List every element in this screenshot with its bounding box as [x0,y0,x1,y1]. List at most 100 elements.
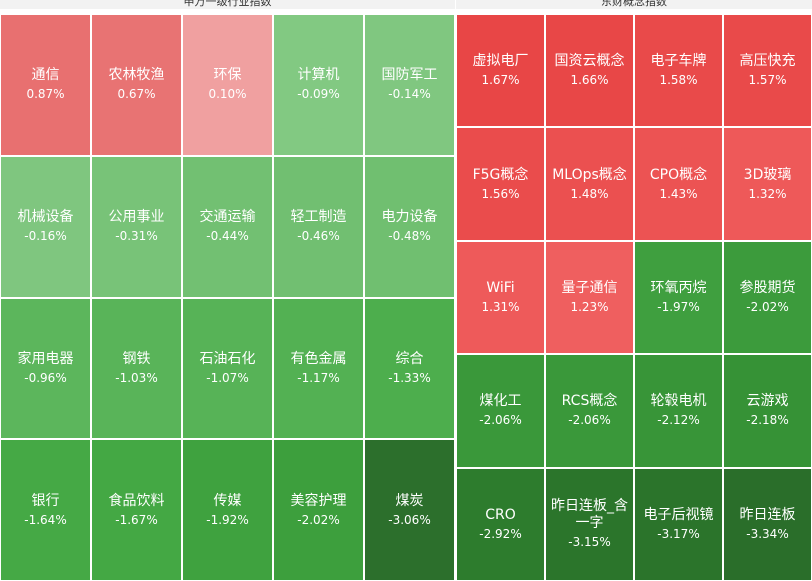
tile-label: 煤炭 [395,492,424,509]
tile-label: 电力设备 [381,209,438,226]
tile-value: -1.33% [388,370,431,385]
tile-label: 机械设备 [17,209,74,226]
tile-label: 交通运输 [199,209,256,226]
heatmap-tile: 云游戏 -2.18% [723,354,812,468]
heatmap-tile: 交通运输 -0.44% [182,155,273,298]
panel-title: 申万一级行业指数 [0,0,455,9]
tile-value: -2.18% [746,413,789,428]
heatmap-tile: 通信 0.87% [0,14,91,156]
tile-value: 1.67% [481,73,520,88]
tile-label: 昨日连板 [739,506,796,523]
heatmap-tile: 量子通信 1.23% [545,240,634,355]
tile-value: -3.17% [657,526,700,541]
tile-value: -0.31% [115,229,158,244]
tile-label: WiFi [486,279,515,296]
tile-label: 高压快充 [739,53,796,70]
panel: 东财概念指数 虚拟电厂 1.67% 国资云概念 1.66% 电子车牌 1.58% 高压快充 1… [456,0,812,581]
tile-value: -1.97% [657,299,700,314]
heatmap-tile: 钢铁 -1.03% [91,297,182,440]
heatmap-tile: CRO -2.92% [456,467,545,581]
tile-label: 钢铁 [122,350,151,367]
heatmap-tile: 电子车牌 1.58% [634,14,723,128]
tile-value: -2.02% [746,299,789,314]
tile-label: F5G概念 [472,166,529,183]
tile-label: 公用事业 [108,209,165,226]
tile-value: 1.23% [570,299,609,314]
tile-label: 3D玻璃 [743,166,792,183]
tile-value: -3.15% [568,535,611,550]
tile-label: RCS概念 [561,393,618,410]
tile-label: 国资云概念 [554,53,625,70]
tile-value: -2.12% [657,413,700,428]
heatmap-tile: 计算机 -0.09% [273,14,364,156]
tile-value: -2.02% [297,512,340,527]
heatmap-tile: MLOps概念 1.48% [545,127,634,241]
heatmap-tile: RCS概念 -2.06% [545,354,634,468]
tile-label: 银行 [31,492,60,509]
tile-value: 1.31% [481,299,520,314]
tile-value: 1.48% [570,186,609,201]
tile-label: 参股期货 [739,279,796,296]
heatmap-tile: 美容护理 -2.02% [273,439,364,581]
tile-label: 计算机 [297,67,340,84]
tile-value: 0.87% [26,87,65,102]
tile-label: 食品饮料 [108,492,165,509]
tile-label: 云游戏 [746,393,789,410]
heatmap-tile: 国资云概念 1.66% [545,14,634,128]
tile-label: 虚拟电厂 [472,53,529,70]
tile-value: -1.67% [115,512,158,527]
heatmap-tile: 昨日连板_含一字 -3.15% [545,467,634,581]
heatmap-tile: 高压快充 1.57% [723,14,812,128]
tile-value: 1.66% [570,73,609,88]
tile-label: 家用电器 [17,350,74,367]
tile-label: CRO [485,506,516,523]
heatmap-tile: 电力设备 -0.48% [364,155,455,298]
heatmap-tile: 轻工制造 -0.46% [273,155,364,298]
tile-value: -1.17% [297,370,340,385]
tile-value: -1.07% [206,370,249,385]
tile-value: -0.44% [206,229,249,244]
tile-value: -1.92% [206,512,249,527]
tile-label: 量子通信 [561,279,618,296]
tile-label: 轮毂电机 [650,393,707,410]
tile-label: 环氧丙烷 [650,279,707,296]
tile-value: -2.06% [568,413,611,428]
heatmap-tile: 银行 -1.64% [0,439,91,581]
tile-label: 农林牧渔 [108,67,165,84]
heatmap-tile: 煤炭 -3.06% [364,439,455,581]
tile-value: -3.34% [746,526,789,541]
tile-value: 1.56% [481,186,520,201]
tile-value: 0.67% [117,87,156,102]
tile-value: -1.64% [24,512,67,527]
tile-label: 煤化工 [479,393,522,410]
tile-label: MLOps概念 [552,166,627,183]
tile-value: -0.46% [297,229,340,244]
heatmap-tile: 有色金属 -1.17% [273,297,364,440]
tile-value: -3.06% [388,512,431,527]
tile-value: -1.03% [115,370,158,385]
tile-value: 1.57% [748,73,787,88]
tile-label: 综合 [395,350,424,367]
heatmap-tile: 电子后视镜 -3.17% [634,467,723,581]
heatmap-tile: 机械设备 -0.16% [0,155,91,298]
heatmap-tile: CPO概念 1.43% [634,127,723,241]
tile-label: 轻工制造 [290,209,347,226]
heatmap-tile: 环氧丙烷 -1.97% [634,240,723,355]
tile-value: 1.43% [659,186,698,201]
tile-label: 通信 [31,67,60,84]
heatmap-tile: 环保 0.10% [182,14,273,156]
heatmap-tile: 轮毂电机 -2.12% [634,354,723,468]
heatmap-tile: 3D玻璃 1.32% [723,127,812,241]
tile-value: -0.16% [24,229,67,244]
tile-value: -0.96% [24,370,67,385]
tile-value: -0.14% [388,87,431,102]
tile-value: 1.32% [748,186,787,201]
heatmap-tile: 食品饮料 -1.67% [91,439,182,581]
tile-value: 1.58% [659,73,698,88]
tile-label: 环保 [213,67,242,84]
heatmap-tile: 煤化工 -2.06% [456,354,545,468]
heatmap-tile: WiFi 1.31% [456,240,545,355]
heatmap-tile: 综合 -1.33% [364,297,455,440]
heatmap-tile: 家用电器 -0.96% [0,297,91,440]
tile-label: 传媒 [213,492,242,509]
